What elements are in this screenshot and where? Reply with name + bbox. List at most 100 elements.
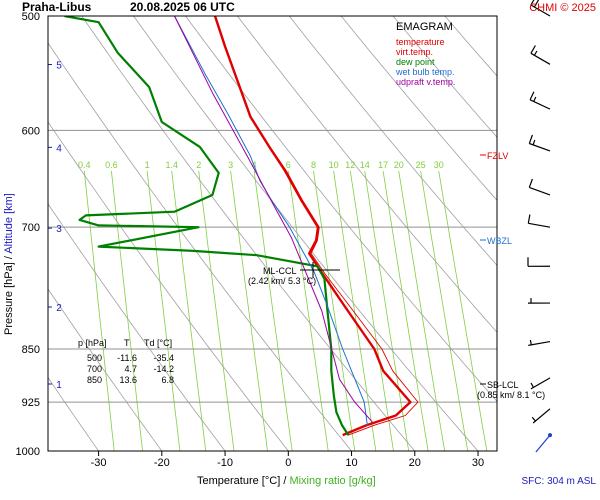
fzlv-label: FZLV bbox=[487, 151, 508, 161]
dewpoint-line bbox=[64, 16, 350, 436]
mixing-ratio-label: 14 bbox=[360, 160, 370, 170]
wind-barb-staff bbox=[528, 222, 551, 228]
wind-barb-half-feather bbox=[532, 139, 536, 146]
mixing-ratio-label: 6 bbox=[286, 160, 291, 170]
wind-barb bbox=[530, 0, 551, 17]
table-row-2-td: -14.2 bbox=[153, 364, 174, 374]
altitude-tick-label: 1 bbox=[56, 380, 62, 391]
temperature-tick-label: -30 bbox=[91, 457, 107, 469]
wind-barb-feather bbox=[528, 134, 533, 144]
legend: EMAGRAM temperature virt.temp. dew point… bbox=[395, 21, 455, 87]
wind-barb-staff bbox=[532, 408, 551, 424]
y-axis-label-sep: / bbox=[3, 254, 15, 263]
table-row-3-t: 13.6 bbox=[119, 375, 137, 385]
mixing-ratio-label: 17 bbox=[378, 160, 388, 170]
wind-barb-half-feather bbox=[533, 96, 537, 102]
wind-barb-staff bbox=[529, 142, 551, 152]
y-axis-label-altitude: Altitude [km] bbox=[3, 193, 15, 254]
dry-adiabat bbox=[392, 16, 497, 138]
dry-adiabat bbox=[48, 203, 226, 451]
table-row-1-p: 500 bbox=[87, 353, 102, 363]
mlccl-value: (2.42 km/ 5.3 °C) bbox=[248, 276, 316, 286]
data-table: p [hPa] T Td [°C] 500 -11.6 -35.4 700 4.… bbox=[78, 338, 174, 385]
pressure-tick-label: 600 bbox=[22, 125, 40, 137]
pressure-tick-label: 850 bbox=[22, 344, 40, 356]
dry-adiabat bbox=[81, 16, 416, 451]
table-header-t: T bbox=[124, 338, 130, 348]
dry-adiabat-lines bbox=[48, 16, 497, 451]
mixing-ratio-label: 3 bbox=[228, 160, 233, 170]
pressure-tick-label: 500 bbox=[22, 11, 40, 23]
wind-barb bbox=[527, 257, 551, 267]
temperature-tick-label: 30 bbox=[472, 457, 484, 469]
wind-barb-half-feather bbox=[531, 416, 536, 422]
dry-adiabat bbox=[48, 376, 100, 451]
y-axis-label-pressure: Pressure [hPa] bbox=[3, 262, 15, 335]
mixing-ratio-label: 12 bbox=[345, 160, 355, 170]
wind-barb-feather bbox=[530, 45, 536, 54]
y-axis-title: Pressure [hPa] / Altitude [km] bbox=[3, 193, 15, 335]
mixing-ratio-label: 0.6 bbox=[105, 160, 118, 170]
wind-barb bbox=[528, 178, 551, 196]
x-axis-label-mix: Mixing ratio [g/kg] bbox=[289, 475, 375, 487]
wind-barb-feather bbox=[529, 91, 535, 101]
table-row-2-p: 700 bbox=[87, 364, 102, 374]
wind-barb-staff bbox=[530, 4, 551, 17]
temperature-tick-labels: -30 -20 -10 0 10 20 30 bbox=[91, 451, 484, 469]
temperature-line bbox=[213, 16, 412, 437]
wetbulb-line bbox=[174, 16, 368, 426]
legend-item-dew-point: dew point bbox=[396, 57, 435, 67]
wind-barb bbox=[530, 377, 551, 390]
mlccl-label: ML-CCL bbox=[263, 266, 297, 276]
altitude-tick-label: 2 bbox=[56, 303, 62, 314]
table-row-3-p: 850 bbox=[87, 375, 102, 385]
updraft-line bbox=[174, 16, 373, 423]
wind-barb bbox=[530, 45, 551, 65]
wind-barb-feather bbox=[530, 0, 535, 6]
mixing-ratio-label: 20 bbox=[394, 160, 404, 170]
wind-barb-half-feather bbox=[533, 50, 538, 56]
sounding-datetime: 20.08.2025 06 UTC bbox=[130, 0, 235, 14]
altitude-tick-label: 3 bbox=[56, 224, 62, 235]
dry-adiabat bbox=[133, 16, 479, 451]
wind-barb-half-feather bbox=[530, 382, 535, 388]
mixing-ratio-label: 8 bbox=[311, 160, 316, 170]
wind-barb-staff bbox=[528, 340, 551, 346]
dry-adiabat bbox=[236, 16, 497, 333]
legend-item-temperature: temperature bbox=[396, 37, 445, 47]
dry-adiabat bbox=[48, 42, 353, 451]
pressure-tick-label: 1000 bbox=[16, 446, 40, 458]
x-axis-title: Temperature [°C] / Mixing ratio [g/kg] bbox=[197, 475, 376, 487]
mixing-ratio-label: 1 bbox=[145, 160, 150, 170]
wind-barb-staff bbox=[530, 377, 551, 390]
dry-adiabat bbox=[185, 16, 497, 403]
legend-item-updraft: udpraft v.temp. bbox=[396, 77, 455, 87]
wind-barbs bbox=[527, 0, 552, 453]
temperature-tick-label: 0 bbox=[285, 457, 291, 469]
x-axis-label-temp: Temperature [°C] bbox=[197, 475, 280, 487]
table-row-2-t: 4.7 bbox=[124, 364, 137, 374]
wbzl-label: WBZL bbox=[487, 236, 512, 246]
wind-barb bbox=[527, 214, 551, 228]
wind-barb bbox=[535, 433, 552, 453]
legend-title: EMAGRAM bbox=[396, 21, 453, 33]
altitude-tick-labels: 1 2 3 4 5 bbox=[48, 61, 62, 391]
pressure-tick-labels: 500 600 700 850 925 1000 bbox=[16, 11, 40, 458]
wind-barb-staff bbox=[529, 186, 551, 196]
wind-barb-feather bbox=[527, 214, 531, 224]
dry-adiabat bbox=[340, 16, 497, 201]
surface-elevation: SFC: 304 m ASL bbox=[522, 476, 597, 487]
mixing-ratio-label: 10 bbox=[329, 160, 339, 170]
sounding-series bbox=[64, 16, 419, 437]
mixing-ratio-labels: 0.4 0.6 1 1.4 2 3 4 6 8 10 12 14 17 20 25 30 bbox=[78, 160, 444, 170]
temperature-tick-label: 10 bbox=[345, 457, 357, 469]
temperature-tick-label: -10 bbox=[217, 457, 233, 469]
station-name: Praha-Libus bbox=[22, 0, 92, 14]
wind-barb bbox=[529, 91, 551, 110]
mixing-ratio-label: 30 bbox=[434, 160, 444, 170]
dry-adiabat bbox=[288, 16, 497, 266]
wind-barb-calm bbox=[548, 433, 552, 438]
altitude-tick-label: 4 bbox=[56, 143, 62, 154]
wind-barb-staff bbox=[535, 434, 551, 453]
